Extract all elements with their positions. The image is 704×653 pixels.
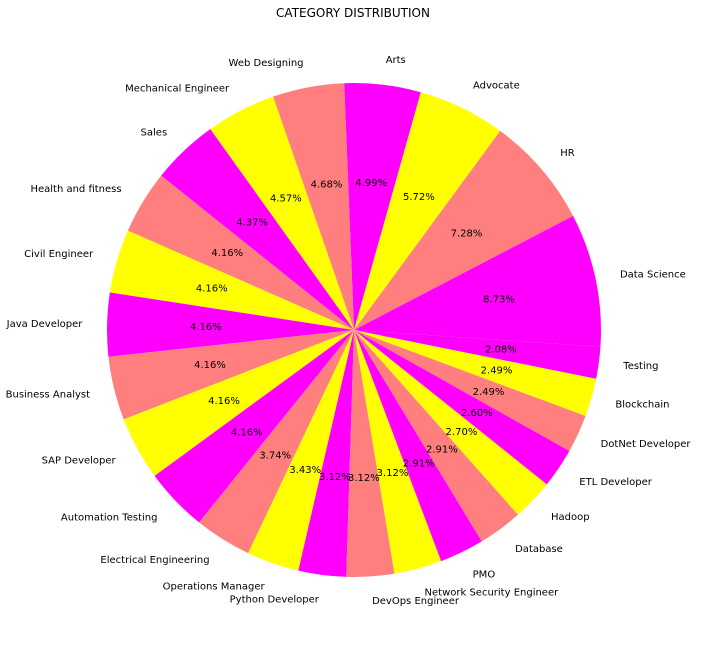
slice-percent-label: 4.16% [190,322,222,333]
slice-category-label: Sales [141,128,168,139]
slice-category-label: Blockchain [615,399,669,410]
slice-percent-label: 2.49% [473,387,505,398]
slice-percent-label: 2.91% [403,458,435,469]
slice-percent-label: 3.12% [348,473,380,484]
slice-category-label: Hadoop [551,512,590,523]
slice-category-label: ETL Developer [579,477,652,488]
slice-category-label: Arts [386,55,406,66]
slice-percent-label: 7.28% [451,229,483,240]
slice-percent-label: 5.72% [403,192,435,203]
slice-category-label: Automation Testing [61,513,158,524]
slice-percent-label: 4.16% [231,427,263,438]
slice-percent-label: 2.08% [485,345,517,356]
slice-percent-label: 4.16% [196,284,228,295]
slice-category-label: Health and fitness [30,184,121,195]
slice-category-label: Civil Engineer [24,249,94,260]
slice-category-label: Operations Manager [163,582,266,593]
slice-category-label: Electrical Engineering [100,555,209,566]
slice-category-label: Web Designing [229,58,304,69]
slice-percent-label: 8.73% [483,295,515,306]
slice-category-label: HR [560,148,575,159]
slice-percent-label: 4.57% [270,193,302,204]
slice-category-label: Mechanical Engineer [125,84,230,95]
slice-category-label: Java Developer [6,319,84,330]
slice-category-label: Data Science [620,269,686,280]
slice-category-label: Network Security Engineer [425,587,560,598]
slice-category-label: Business Analyst [6,389,90,400]
slice-percent-label: 4.16% [194,360,226,371]
slice-percent-label: 4.37% [236,217,268,228]
slice-percent-label: 2.60% [461,408,493,419]
slice-percent-label: 2.91% [426,444,458,455]
slice-category-label: SAP Developer [42,455,117,466]
slice-percent-label: 3.12% [319,472,351,483]
slice-category-label: DotNet Developer [601,439,692,450]
slice-category-label: Database [515,544,563,555]
slice-percent-label: 3.12% [377,468,409,479]
slice-category-label: Python Developer [230,594,320,605]
slice-percent-label: 4.16% [211,248,243,259]
slice-category-label: Testing [622,361,658,372]
pie-slices [107,83,601,577]
slice-percent-label: 2.49% [481,366,513,377]
slice-percent-label: 4.16% [208,396,240,407]
slice-percent-label: 4.99% [355,178,387,189]
slice-percent-label: 3.43% [289,465,321,476]
chart-title: CATEGORY DISTRIBUTION [276,6,430,20]
slice-percent-label: 2.70% [446,427,478,438]
slice-percent-label: 3.74% [259,451,291,462]
slice-percent-label: 4.68% [311,179,343,190]
slice-category-label: PMO [473,569,496,580]
slice-category-label: Advocate [473,81,520,92]
